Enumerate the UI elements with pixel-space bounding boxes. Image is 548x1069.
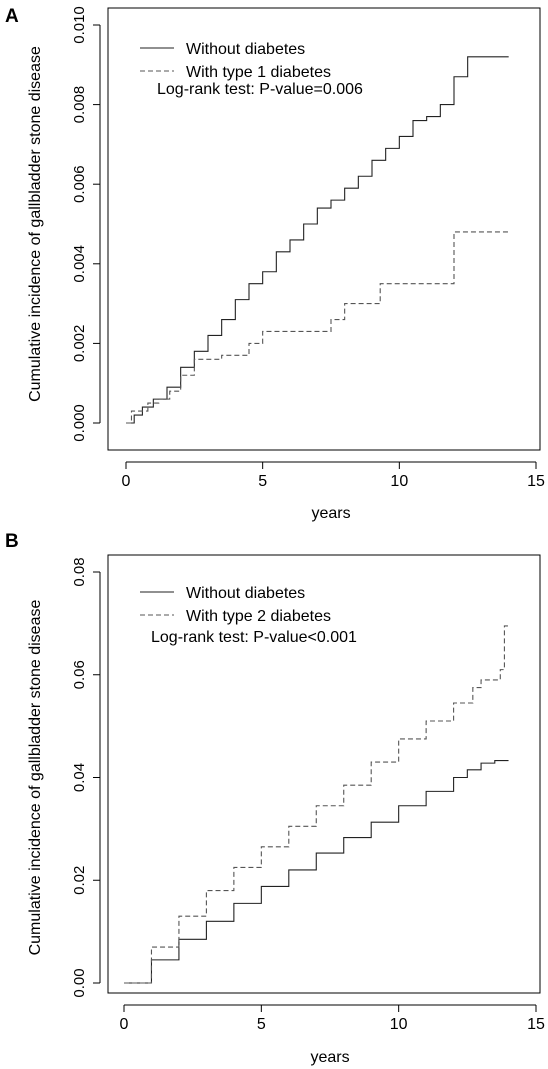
- chart-b-svg: B 0 5 10 15 0.00 0.02 0.04 0.06 0.08 years Cumulati…: [5, 531, 545, 1066]
- series-line-solid-b: [124, 759, 509, 984]
- y-tick-label: 0.06: [71, 660, 88, 689]
- plot-frame-b: [107, 554, 541, 994]
- logrank-annotation-b: Log-rank test: P-value<0.001: [151, 629, 357, 646]
- chart-panel-b: B 0 5 10 15 0.00 0.02 0.04 0.06 0.08 years Cumulati…: [0, 530, 548, 1069]
- y-tick-label: 0.008: [71, 86, 88, 124]
- y-tick-label: 0.04: [71, 763, 88, 792]
- y-tick-label: 0.00: [71, 968, 88, 997]
- y-axis-label-a: Cumulative incidence of gallbladder ston…: [27, 46, 44, 402]
- x-tick-label: 10: [390, 1016, 408, 1033]
- y-tick-label: 0.010: [71, 6, 88, 44]
- x-tick-label: 15: [527, 1016, 545, 1033]
- legend-label: Without diabetes: [186, 41, 305, 58]
- y-tick-label: 0.006: [71, 165, 88, 203]
- y-tick-label: 0.004: [71, 245, 88, 283]
- series-line-dashed-a: [126, 231, 509, 424]
- legend-label: With type 1 diabetes: [186, 64, 331, 81]
- y-tick-label: 0.08: [71, 557, 88, 586]
- y-axis-label-b: Cumulative incidence of gallbladder ston…: [27, 600, 44, 956]
- x-tick-label: 5: [258, 473, 267, 490]
- x-axis-label-b: years: [310, 1049, 349, 1066]
- y-tick-label: 0.002: [71, 325, 88, 363]
- y-tick-label: 0.02: [71, 866, 88, 895]
- x-tick-label: 0: [122, 473, 131, 490]
- chart-panel-a: A 0 5 10 15 0.000 0.002 0.004 0.006 0.008 0.010 yea…: [0, 0, 548, 530]
- legend-label: Without diabetes: [186, 585, 305, 602]
- plot-frame-a: [107, 7, 541, 451]
- x-tick-label: 10: [390, 473, 408, 490]
- chart-a-svg: A 0 5 10 15 0.000 0.002 0.004 0.006 0.008 0.010 yea…: [5, 6, 545, 522]
- series-line-dashed-b: [124, 625, 509, 984]
- x-tick-label: 15: [527, 473, 545, 490]
- panel-label-b: B: [5, 531, 19, 552]
- x-tick-label: 5: [257, 1016, 266, 1033]
- x-tick-label: 0: [120, 1016, 129, 1033]
- panel-label-a: A: [5, 6, 19, 27]
- logrank-annotation-a: Log-rank test: P-value=0.006: [157, 81, 363, 98]
- x-axis-label-a: years: [311, 505, 350, 522]
- y-tick-label: 0.000: [71, 404, 88, 442]
- series-line-solid-a: [126, 56, 509, 424]
- legend-label: With type 2 diabetes: [186, 608, 331, 625]
